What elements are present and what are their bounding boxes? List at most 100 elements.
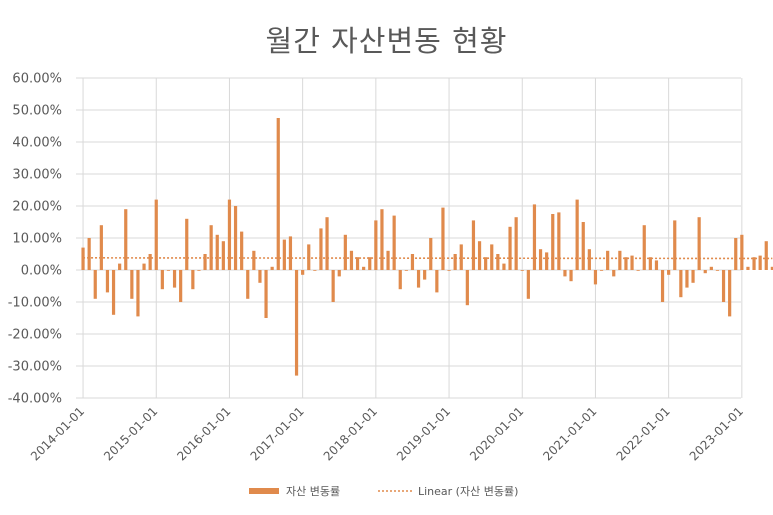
bar <box>593 270 598 285</box>
bar <box>136 270 140 317</box>
y-tick-label: 30.00% <box>12 168 62 183</box>
bar <box>233 206 238 270</box>
bar <box>685 270 689 288</box>
x-tick-label: 2017-01-01 <box>248 404 307 463</box>
bar <box>154 199 158 270</box>
bar <box>423 270 427 280</box>
bar <box>282 239 286 270</box>
bar <box>758 255 762 270</box>
gridlines <box>76 77 743 399</box>
bar <box>508 226 512 270</box>
x-tick-label: 2022-01-01 <box>614 404 673 463</box>
bar <box>563 270 567 277</box>
bar <box>660 270 665 302</box>
y-tick-label: 10.00% <box>12 232 62 247</box>
bar <box>276 118 280 270</box>
bar <box>240 231 244 270</box>
bar <box>715 270 720 271</box>
x-tick-label: 2016-01-01 <box>174 404 233 463</box>
bar <box>179 270 183 302</box>
bar <box>380 209 384 270</box>
y-tick-label: -10.00% <box>8 296 62 311</box>
bar <box>270 266 274 270</box>
bar-series <box>81 118 773 376</box>
bar <box>191 270 195 290</box>
bar <box>648 257 652 270</box>
bar <box>734 238 738 270</box>
bar <box>764 241 768 270</box>
bar <box>435 270 439 293</box>
bar <box>538 249 543 270</box>
bar <box>398 270 402 290</box>
bar <box>703 270 707 274</box>
bar <box>374 220 378 270</box>
bar <box>752 257 756 270</box>
trendline <box>83 257 773 260</box>
x-axis-ticks: 2014-01-01 2015-01-01 2016-01-01 2017-01-01… <box>28 404 746 463</box>
bar <box>599 270 604 271</box>
bar <box>87 238 91 270</box>
x-tick-label: 2014-01-01 <box>28 404 87 463</box>
bar <box>319 228 323 270</box>
bar <box>386 250 390 270</box>
bar <box>355 257 360 270</box>
legend: 자산 변동률 Linear (자산 변동률) <box>249 485 518 498</box>
bar <box>587 249 591 270</box>
y-axis-ticks: 60.00% 50.00% 40.00% 30.00% 20.00% 10.00% 0.00… <box>8 72 62 407</box>
bar <box>118 263 122 270</box>
bar <box>697 217 701 270</box>
bar <box>124 209 128 270</box>
bar <box>612 270 616 277</box>
y-tick-label: 50.00% <box>12 104 62 119</box>
bar <box>630 255 634 270</box>
bar <box>111 270 116 315</box>
bar <box>215 234 219 270</box>
bar <box>349 250 354 270</box>
bar <box>545 252 549 270</box>
bar <box>526 270 530 299</box>
bar <box>337 270 341 277</box>
bar <box>252 250 256 270</box>
chart-title: 월간 자산변동 현황 <box>265 24 508 58</box>
bar <box>410 254 415 270</box>
bar <box>441 207 445 270</box>
bar <box>447 270 451 271</box>
bar <box>679 270 683 298</box>
x-tick-label: 2018-01-01 <box>321 404 380 463</box>
bar <box>130 270 134 299</box>
bar <box>331 270 335 302</box>
bar <box>502 263 506 270</box>
bar <box>691 270 695 283</box>
bar <box>209 225 213 270</box>
bar <box>532 204 537 270</box>
bar <box>142 263 146 270</box>
bar <box>221 241 225 270</box>
bar <box>618 250 622 270</box>
bar <box>557 212 561 270</box>
bar <box>453 254 457 270</box>
bar <box>569 270 573 282</box>
bar <box>514 217 518 270</box>
bar <box>575 199 579 270</box>
bar <box>166 270 171 271</box>
bar <box>301 270 305 275</box>
bar <box>673 220 677 270</box>
bar <box>624 257 628 270</box>
trendline-path <box>83 257 773 260</box>
bar <box>746 266 750 270</box>
bar <box>185 218 189 270</box>
bar <box>392 215 396 270</box>
legend-bar-label: 자산 변동률 <box>286 485 340 498</box>
bar <box>246 270 250 299</box>
bar <box>721 270 726 302</box>
bar <box>667 270 671 275</box>
y-tick-label: -30.00% <box>8 360 62 375</box>
bar <box>471 220 476 270</box>
bar <box>551 214 555 270</box>
x-tick-label: 2021-01-01 <box>540 404 599 463</box>
bar <box>740 234 744 270</box>
bar <box>709 266 713 270</box>
bar <box>368 257 372 270</box>
bar <box>227 199 232 270</box>
